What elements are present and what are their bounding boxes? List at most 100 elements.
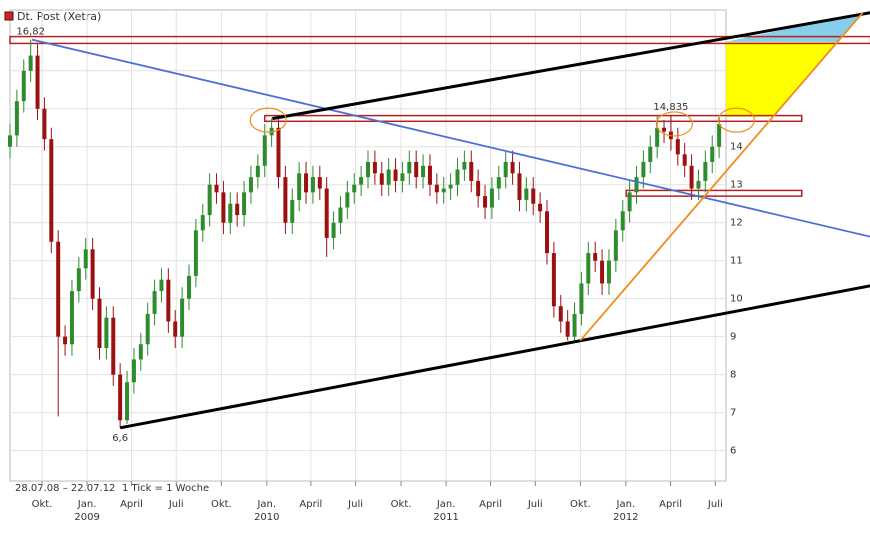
x-tick-label: April	[120, 499, 143, 510]
candle-body	[510, 161, 515, 174]
candle-body	[125, 382, 130, 421]
candle-body	[180, 298, 185, 337]
candle-body	[441, 188, 446, 193]
candle-body	[228, 203, 233, 223]
candle-body	[455, 169, 460, 185]
candle-body	[710, 146, 715, 162]
candle-body	[366, 161, 370, 178]
candle-body	[28, 55, 33, 71]
highlight-circle	[249, 107, 287, 133]
candle-body	[104, 317, 109, 349]
x-tick-label: April	[299, 499, 322, 510]
candle-body	[14, 101, 19, 136]
candle-body	[551, 253, 556, 307]
candle-body	[517, 173, 522, 200]
chart-title: Dt. Post (Xetra)	[17, 10, 101, 23]
candle-body	[173, 321, 178, 337]
candle-body	[221, 192, 226, 223]
candle-body	[400, 173, 405, 181]
x-tick-label: Okt.	[211, 499, 232, 510]
y-tick-label: 10	[730, 294, 743, 305]
trend-line	[119, 284, 870, 430]
candle-body	[606, 260, 611, 284]
candle-body	[675, 139, 680, 155]
candle-body	[545, 211, 549, 254]
plot-area	[9, 9, 727, 482]
candle-body	[187, 275, 191, 299]
candle-body	[627, 192, 632, 212]
candle-body	[56, 241, 61, 337]
trend-line	[579, 12, 864, 342]
level-box	[9, 35, 870, 45]
candle-body	[345, 192, 350, 208]
candle-body	[634, 177, 639, 193]
candle-body	[248, 177, 253, 193]
candle-body	[600, 260, 605, 284]
candle-body	[496, 177, 501, 189]
annotation: 6,6	[112, 433, 128, 444]
candle-body	[166, 279, 171, 322]
candle-body	[35, 55, 40, 109]
candle-body	[558, 306, 563, 322]
candle-body	[469, 161, 474, 181]
candle-body	[655, 127, 660, 147]
year-label: 2011	[433, 512, 458, 523]
x-tick-label: Juli	[347, 499, 363, 510]
candle-body	[118, 374, 123, 421]
candle-body	[538, 203, 543, 212]
x-tick-label: Jan.	[436, 499, 456, 510]
candle-body	[8, 135, 12, 147]
highlight-circle	[655, 111, 693, 137]
candle-body	[290, 199, 295, 223]
tick-note: 1 Tick = 1 Woche	[122, 483, 209, 494]
candle-body	[283, 177, 288, 223]
year-label: 2009	[74, 512, 99, 523]
candle-body	[76, 268, 81, 292]
candle-body	[593, 253, 598, 261]
annotation: 14,835	[653, 102, 688, 113]
candle-body	[565, 321, 570, 337]
candle-body	[524, 188, 529, 200]
x-tick-label: April	[659, 499, 682, 510]
y-tick-label: 9	[730, 332, 736, 343]
candle-body	[131, 359, 136, 383]
date-range: 28.07.08 – 22.07.12	[15, 483, 115, 494]
candle-body	[297, 173, 302, 200]
trend-line	[272, 11, 870, 121]
candle-body	[200, 215, 205, 231]
candle-body	[421, 165, 426, 178]
candle-body	[359, 177, 364, 185]
candle-body	[393, 169, 398, 181]
grid	[10, 10, 726, 481]
candle-body	[641, 161, 646, 178]
candle-body	[214, 184, 219, 193]
y-tick-label: 6	[730, 446, 736, 457]
candle-body	[696, 180, 701, 189]
candle-body	[462, 161, 467, 170]
x-tick-label: Jan.	[616, 499, 636, 510]
candle-body	[235, 203, 240, 216]
candle-body	[90, 249, 95, 299]
candle-body	[145, 313, 150, 345]
x-tick-label: Okt.	[32, 499, 53, 510]
candle-body	[620, 211, 625, 231]
level-box	[625, 189, 803, 197]
candle-body	[448, 184, 453, 189]
candle-body	[83, 249, 88, 269]
candle-body	[97, 298, 102, 349]
candle-body	[331, 222, 336, 238]
candle-body	[193, 230, 198, 276]
candle-body	[427, 165, 432, 185]
candle-body	[682, 154, 687, 166]
candle-body	[531, 188, 536, 204]
candle-body	[386, 169, 391, 185]
candle-body	[304, 173, 309, 193]
candle-body	[476, 180, 481, 197]
candle-body	[63, 336, 68, 345]
trend-line	[31, 38, 870, 238]
x-tick-label: Juli	[527, 499, 543, 510]
candle-body	[242, 192, 247, 216]
x-tick-label: Okt.	[570, 499, 591, 510]
x-tick-label: Jan.	[256, 499, 276, 510]
